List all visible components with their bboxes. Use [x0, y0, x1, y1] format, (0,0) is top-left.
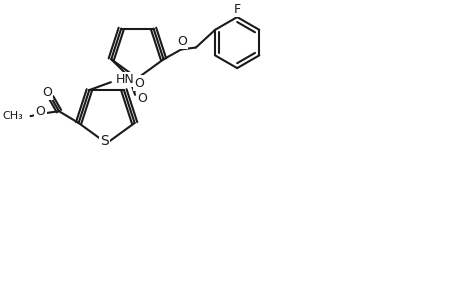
Text: HN: HN [116, 73, 134, 86]
Text: S: S [100, 134, 109, 148]
Text: O: O [42, 86, 52, 99]
Text: O: O [134, 77, 144, 90]
Text: O: O [177, 35, 187, 48]
Text: O: O [35, 105, 45, 118]
Text: CH₃: CH₃ [2, 111, 22, 121]
Text: F: F [233, 3, 240, 16]
Text: O: O [137, 92, 147, 105]
